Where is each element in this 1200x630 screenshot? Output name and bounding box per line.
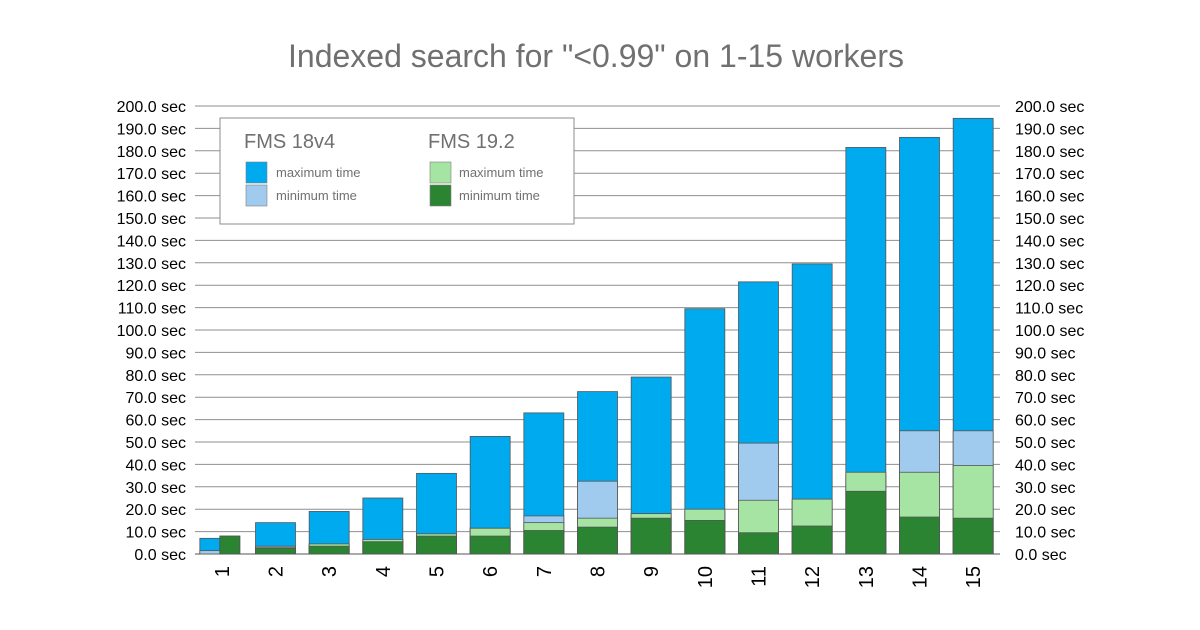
x-tick-label: 5 — [427, 566, 449, 577]
y-tick-label-right: 140.0 sec — [1015, 233, 1084, 250]
legend-swatch-fms18-min — [245, 184, 268, 207]
x-tick-label: 11 — [749, 566, 771, 587]
y-tick-label-left: 70.0 sec — [126, 390, 186, 407]
y-tick-label-left: 110.0 sec — [118, 301, 186, 318]
legend-swatch-fms18-max — [245, 161, 268, 184]
y-tick-label-right: 180.0 sec — [1015, 144, 1084, 161]
chart-title: Indexed search for "<0.99" on 1-15 worke… — [288, 38, 904, 74]
bar-fms19-min-13 — [845, 490, 887, 555]
y-tick-label-right: 90.0 sec — [1015, 345, 1075, 362]
x-tick-label: 7 — [534, 566, 556, 577]
y-tick-label-left: 90.0 sec — [126, 345, 186, 362]
y-tick-label-right: 160.0 sec — [1015, 189, 1084, 206]
bar-fms19-min-6 — [469, 535, 511, 555]
legend-group-fms19: FMS 19.2 — [428, 131, 515, 153]
y-tick-label-left: 20.0 sec — [126, 502, 186, 519]
y-tick-label-left: 80.0 sec — [126, 368, 186, 385]
x-tick-label: 9 — [641, 566, 663, 577]
bar-fms19-min-4 — [362, 541, 404, 555]
bar-fms19-min-3 — [308, 545, 350, 555]
y-tick-label-right: 190.0 sec — [1015, 121, 1084, 138]
y-tick-label-left: 160.0 sec — [117, 189, 186, 206]
y-tick-label-right: 60.0 sec — [1015, 413, 1075, 430]
y-tick-label-left: 140.0 sec — [117, 233, 186, 250]
bar-fms19-min-2 — [255, 548, 296, 555]
y-tick-label-left: 180.0 sec — [117, 144, 186, 161]
y-tick-label-left: 190.0 sec — [117, 121, 186, 138]
y-tick-label-left: 100.0 sec — [117, 323, 186, 340]
y-tick-label-left: 30.0 sec — [126, 480, 186, 497]
x-tick-label: 2 — [266, 566, 288, 577]
y-tick-label-right: 110.0 sec — [1015, 301, 1083, 318]
bar-fms19-min-8 — [577, 526, 618, 555]
bars — [199, 117, 994, 555]
legend: FMS 18v4 maximum time minimum time FMS 1… — [219, 117, 575, 225]
legend-swatch-fms19-max — [429, 161, 452, 184]
bar-fms18-min-1 — [199, 550, 221, 555]
y-tick-label-left: 10.0 sec — [126, 525, 186, 542]
y-tick-label-right: 40.0 sec — [1015, 457, 1075, 474]
bar-fms19-min-15 — [952, 517, 994, 555]
x-tick-label: 15 — [963, 566, 985, 588]
y-tick-label-left: 150.0 sec — [117, 211, 186, 228]
bar-fms19-min-1 — [219, 535, 241, 555]
y-axis-ticks: 0.0 sec 0.0 sec 10.0 sec 10.0 sec 20.0 sec 20… — [117, 99, 1085, 564]
bar-fms19-min-11 — [738, 532, 779, 555]
y-tick-label-left: 40.0 sec — [126, 457, 186, 474]
x-tick-label: 12 — [802, 566, 824, 588]
x-tick-label: 4 — [373, 566, 395, 577]
bar-fms19-min-5 — [416, 535, 457, 555]
legend-label-fms18-max: maximum time — [276, 165, 361, 180]
y-tick-label-right: 80.0 sec — [1015, 368, 1075, 385]
y-tick-label-right: 20.0 sec — [1015, 502, 1075, 519]
legend-label-fms18-min: minimum time — [276, 188, 357, 203]
y-tick-label-right: 30.0 sec — [1015, 480, 1075, 497]
legend-group-fms18: FMS 18v4 — [244, 131, 335, 153]
legend-box — [219, 117, 575, 225]
y-tick-label-left: 60.0 sec — [126, 413, 186, 430]
y-tick-label-left: 120.0 sec — [117, 278, 186, 295]
y-tick-label-left: 200.0 sec — [117, 99, 186, 116]
bar-fms19-min-14 — [899, 516, 940, 555]
y-tick-label-right: 150.0 sec — [1015, 211, 1084, 228]
y-tick-label-left: 0.0 sec — [134, 547, 186, 564]
legend-swatch-fms19-min — [429, 184, 452, 207]
bar-fms19-min-10 — [684, 520, 726, 555]
y-tick-label-right: 0.0 sec — [1015, 547, 1067, 564]
bar-fms19-min-12 — [791, 525, 833, 555]
y-tick-label-right: 10.0 sec — [1015, 525, 1075, 542]
x-tick-label: 1 — [212, 566, 234, 577]
bar-fms19-min-9 — [630, 517, 672, 555]
x-tick-label: 14 — [910, 566, 932, 588]
x-tick-label: 6 — [480, 566, 502, 577]
y-tick-label-left: 170.0 sec — [117, 166, 186, 183]
y-tick-label-left: 50.0 sec — [126, 435, 186, 452]
y-tick-label-right: 170.0 sec — [1015, 166, 1084, 183]
x-tick-label: 10 — [695, 566, 717, 588]
y-tick-label-right: 200.0 sec — [1015, 99, 1084, 116]
y-tick-label-right: 50.0 sec — [1015, 435, 1075, 452]
x-axis-labels: 1 2 3 4 5 6 7 8 9 10 11 12 13 14 15 — [212, 566, 985, 588]
y-tick-label-left: 130.0 sec — [117, 256, 186, 273]
x-tick-label: 3 — [319, 566, 341, 577]
x-tick-label: 8 — [588, 566, 610, 577]
x-tick-label: 13 — [856, 566, 878, 588]
legend-label-fms19-min: minimum time — [459, 188, 540, 203]
y-tick-label-right: 120.0 sec — [1015, 278, 1084, 295]
legend-label-fms19-max: maximum time — [459, 165, 544, 180]
bar-fms19-min-7 — [523, 530, 565, 555]
y-tick-label-right: 70.0 sec — [1015, 390, 1075, 407]
y-tick-label-right: 130.0 sec — [1015, 256, 1084, 273]
y-tick-label-right: 100.0 sec — [1015, 323, 1084, 340]
